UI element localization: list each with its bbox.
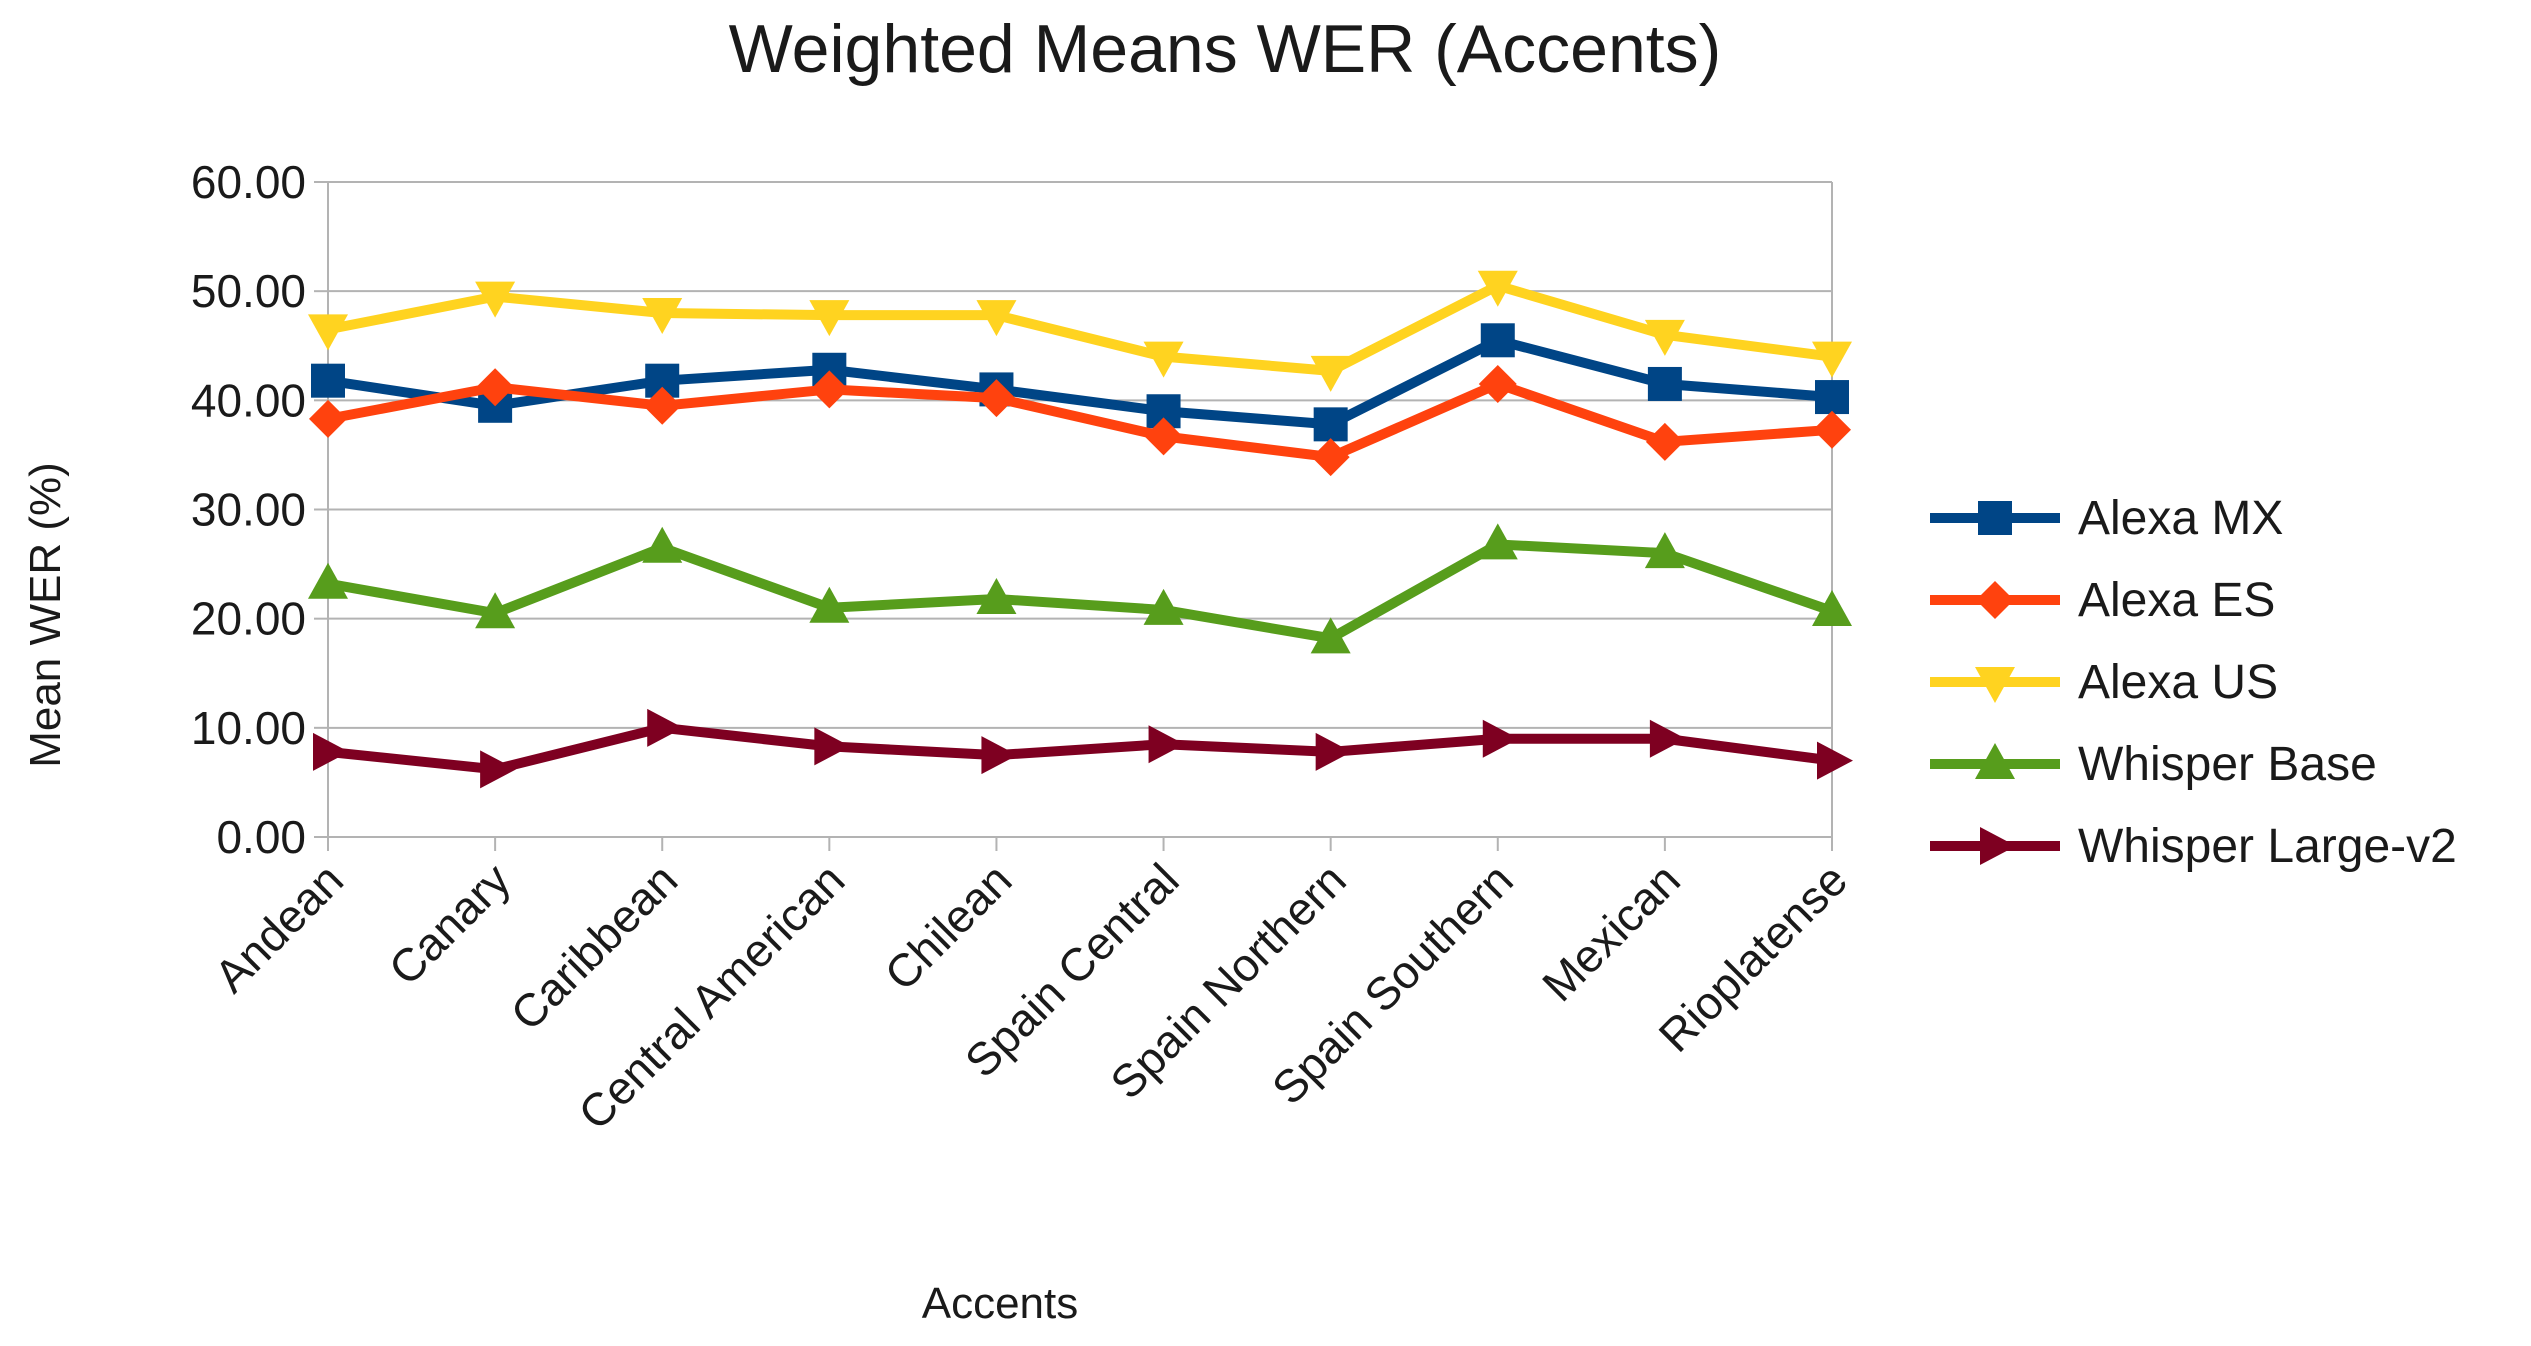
x-tick-label: Andean xyxy=(204,853,353,1002)
series-whisper-large-v2 xyxy=(313,708,1853,789)
legend-label: Whisper Large-v2 xyxy=(2078,820,2457,873)
legend-item: Alexa MX xyxy=(1930,492,2283,545)
data-point xyxy=(642,526,683,563)
data-point xyxy=(977,379,1016,418)
data-point xyxy=(976,578,1017,615)
y-tick-labels: 0.00 10.00 20.00 30.00 40.00 50.00 60.00 xyxy=(191,156,306,863)
series-group xyxy=(308,270,1853,789)
series-line xyxy=(323,280,1837,376)
data-point xyxy=(976,300,1017,337)
legend: Alexa MX Alexa ES Alexa US Whisper Base Whis… xyxy=(1930,492,2457,873)
data-point xyxy=(1647,366,1682,401)
legend-marker xyxy=(1980,827,2016,865)
series-whisper-base xyxy=(308,523,1852,654)
data-point xyxy=(475,592,516,629)
y-tick-label: 0.00 xyxy=(216,811,306,863)
y-tick-label: 10.00 xyxy=(191,702,306,754)
data-point xyxy=(1143,341,1184,378)
y-tick-label: 60.00 xyxy=(191,156,306,208)
legend-label: Whisper Base xyxy=(2078,738,2377,791)
y-tick-label: 30.00 xyxy=(191,484,306,536)
data-point xyxy=(814,727,851,766)
data-point xyxy=(810,370,849,409)
data-point xyxy=(1813,410,1851,449)
series-line xyxy=(323,539,1837,644)
data-point xyxy=(1143,588,1184,625)
series-line xyxy=(323,378,1837,463)
legend-label: Alexa US xyxy=(2078,656,2278,709)
data-point xyxy=(309,399,347,438)
series-line xyxy=(323,722,1837,775)
legend-item: Whisper Base xyxy=(1930,738,2377,791)
data-point xyxy=(981,736,1018,775)
data-point xyxy=(1478,364,1517,403)
legend-label: Alexa ES xyxy=(2078,574,2275,627)
series-alexa-us xyxy=(308,270,1852,392)
legend-marker xyxy=(1975,667,2015,703)
y-axis-label: Mean WER (%) xyxy=(21,462,70,768)
series-alexa-es xyxy=(309,364,1851,477)
data-point xyxy=(313,732,349,771)
legend-item: Whisper Large-v2 xyxy=(1930,820,2457,873)
data-point xyxy=(643,386,682,425)
data-point xyxy=(647,708,684,747)
data-point xyxy=(308,314,348,351)
data-point xyxy=(476,368,515,407)
data-point xyxy=(1480,323,1515,358)
legend-item: Alexa US xyxy=(1930,656,2278,709)
y-tick-label: 20.00 xyxy=(191,593,306,645)
data-point xyxy=(1477,523,1518,560)
x-tick-label: Canary xyxy=(379,853,521,995)
data-point xyxy=(1644,319,1685,356)
data-point xyxy=(1311,438,1350,477)
data-point xyxy=(1817,741,1853,780)
chart-title: Weighted Means WER (Accents) xyxy=(729,11,1722,87)
legend-marker xyxy=(1975,743,2015,779)
x-tick-label: Chilean xyxy=(874,853,1021,1000)
data-point xyxy=(809,300,850,337)
series-line xyxy=(323,335,1837,430)
data-point xyxy=(1310,617,1351,654)
legend-label: Alexa MX xyxy=(2078,492,2283,545)
y-tick-label: 40.00 xyxy=(191,374,306,426)
data-point xyxy=(642,298,683,334)
data-point xyxy=(1315,732,1352,771)
x-axis-label: Accents xyxy=(922,1279,1079,1328)
data-point xyxy=(308,562,348,599)
data-point xyxy=(1815,380,1849,415)
data-point xyxy=(311,363,345,398)
data-point xyxy=(1649,719,1686,758)
data-point xyxy=(1148,725,1185,764)
legend-item: Alexa ES xyxy=(1930,574,2275,627)
data-point xyxy=(1645,422,1684,461)
data-point xyxy=(809,586,850,623)
data-point xyxy=(1313,407,1348,442)
legend-marker xyxy=(1978,501,2012,535)
x-tick-label: Mexican xyxy=(1532,853,1690,1011)
data-point xyxy=(1812,341,1852,378)
data-point xyxy=(1310,355,1351,392)
data-point xyxy=(1144,417,1183,456)
data-point xyxy=(1644,532,1685,569)
data-point xyxy=(1812,590,1852,627)
data-point xyxy=(475,281,516,318)
data-point xyxy=(480,750,517,789)
axes xyxy=(314,181,1833,851)
y-tick-label: 50.00 xyxy=(191,265,306,317)
data-point xyxy=(1477,270,1518,307)
legend-marker xyxy=(1976,581,2014,619)
data-point xyxy=(1482,719,1519,758)
